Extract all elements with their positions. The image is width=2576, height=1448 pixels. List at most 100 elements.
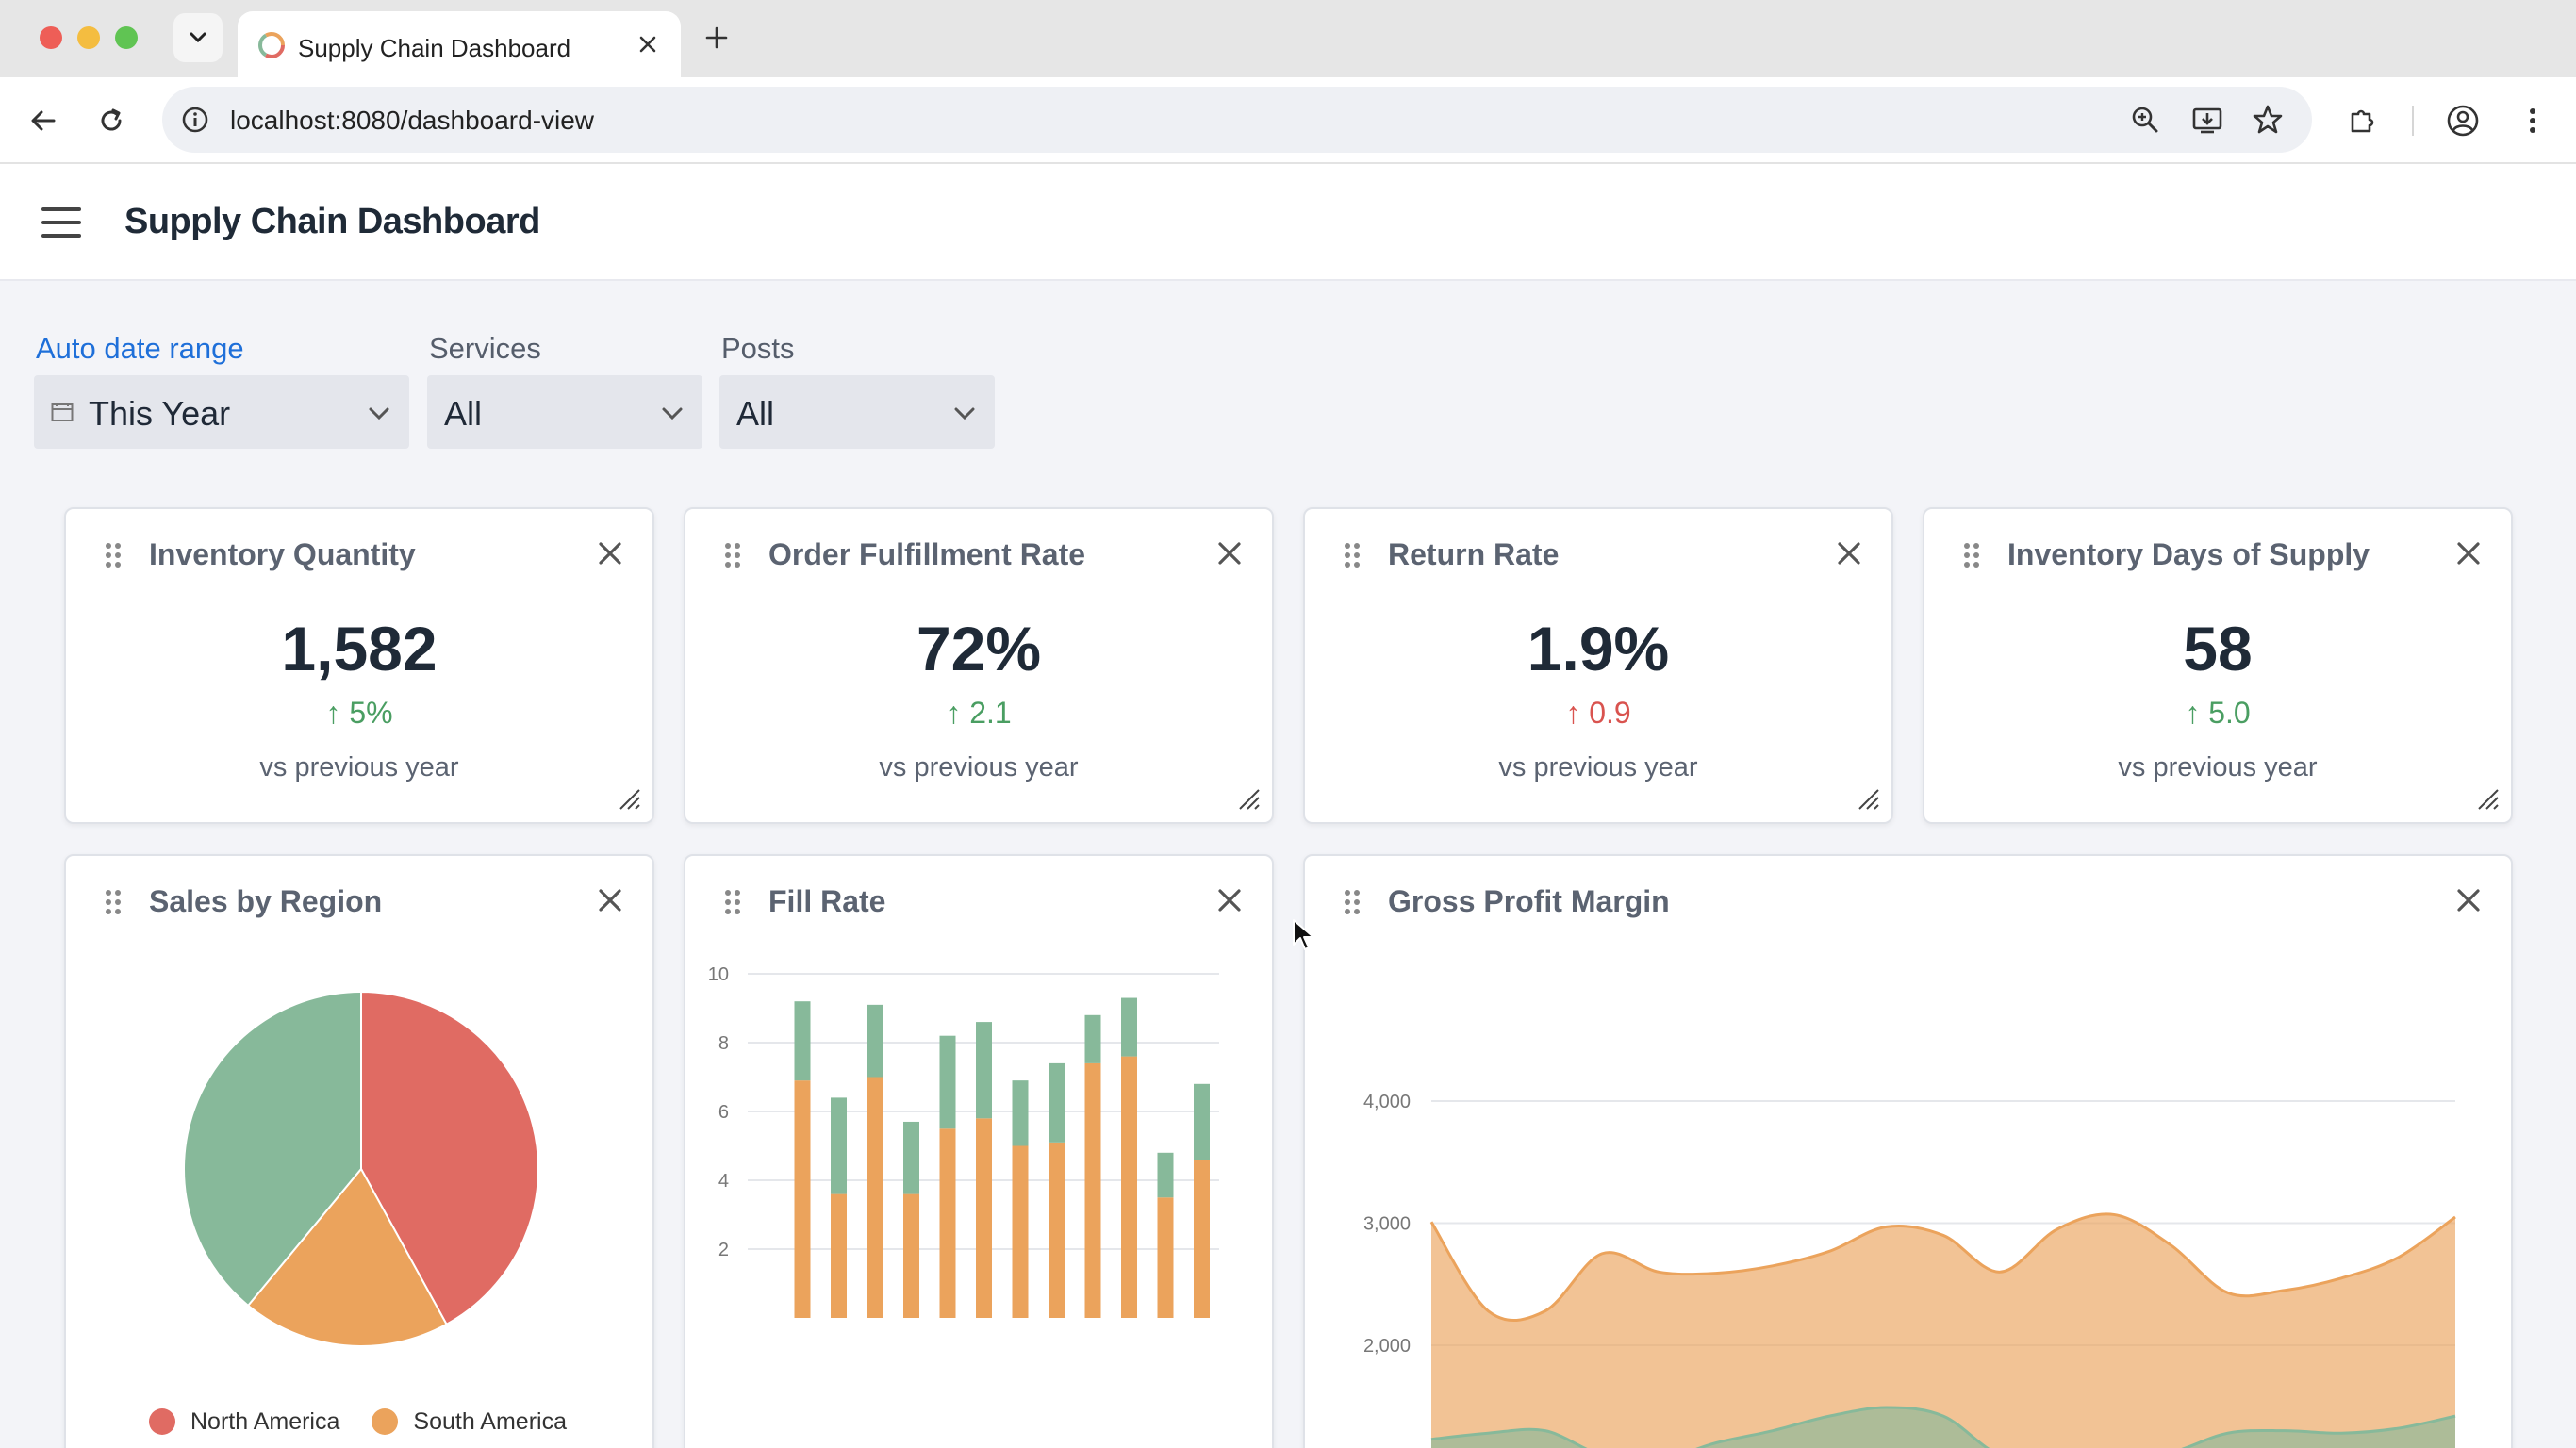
tab-search-button[interactable] [173, 13, 223, 62]
bar-segment-secondary[interactable] [1157, 1152, 1174, 1198]
drag-handle-icon[interactable] [104, 541, 123, 569]
close-card-icon[interactable] [2454, 539, 2483, 568]
bar-segment-primary[interactable] [1194, 1160, 1210, 1318]
menu-toggle-button[interactable] [41, 204, 81, 241]
site-info-button[interactable] [177, 102, 213, 138]
kpi-delta-value: 5% [349, 696, 393, 730]
services-select[interactable]: All [427, 375, 702, 449]
resize-handle-icon[interactable] [2475, 786, 2500, 811]
bar-segment-secondary[interactable] [831, 1097, 847, 1194]
profile-button[interactable] [2440, 98, 2485, 143]
card-title: Order Fulfillment Rate [768, 537, 1086, 571]
bar-segment-secondary[interactable] [1084, 1014, 1101, 1063]
browser-menu-button[interactable] [2510, 98, 2555, 143]
legend-item-north-america[interactable]: North America [149, 1403, 339, 1440]
close-card-icon[interactable] [1215, 539, 1244, 568]
maximize-window-button[interactable] [115, 26, 138, 49]
drag-handle-icon[interactable] [1343, 541, 1362, 569]
bar-segment-primary[interactable] [831, 1193, 847, 1318]
date-range-label: Auto date range [36, 332, 244, 365]
reload-button[interactable] [89, 98, 134, 143]
bar-segment-primary[interactable] [939, 1128, 956, 1318]
kpi-delta: ↑ 5.0 [1924, 696, 2511, 731]
pie-slice-north-america[interactable] [360, 990, 539, 1326]
close-card-icon[interactable] [596, 886, 624, 914]
extensions-button[interactable] [2340, 98, 2386, 143]
bar-segment-secondary[interactable] [1049, 1062, 1065, 1143]
hamburger-icon [41, 207, 81, 211]
pie-slice-south-america[interactable] [246, 1167, 448, 1347]
calendar-icon [51, 403, 74, 421]
bar-segment-primary[interactable] [1121, 1056, 1137, 1318]
close-window-button[interactable] [40, 26, 62, 49]
card-title: Fill Rate [768, 884, 886, 918]
hamburger-line [41, 221, 81, 224]
bar-segment-primary[interactable] [1049, 1142, 1065, 1318]
address-bar[interactable]: localhost:8080/dashboard-view [162, 87, 2312, 153]
back-button[interactable] [21, 98, 66, 143]
legend-item-south-america[interactable]: South America [372, 1403, 567, 1440]
bar-segment-secondary[interactable] [903, 1121, 919, 1194]
drag-handle-icon[interactable] [104, 888, 123, 916]
resize-handle-icon[interactable] [617, 786, 641, 811]
minimize-window-button[interactable] [77, 26, 100, 49]
bar-segment-primary[interactable] [794, 1080, 811, 1318]
tab-close-button[interactable] [632, 28, 664, 60]
bar-segment-primary[interactable] [903, 1193, 919, 1318]
bar-segment-primary[interactable] [867, 1077, 883, 1319]
y-tick-label: 4,000 [1363, 1092, 1411, 1112]
drag-handle-icon[interactable] [1343, 888, 1362, 916]
date-range-select[interactable]: This Year [34, 375, 409, 449]
y-tick-label: 6 [718, 1102, 729, 1123]
url-text: localhost:8080/dashboard-view [230, 106, 595, 135]
posts-select[interactable]: All [719, 375, 995, 449]
tab-title: Supply Chain Dashboard [298, 34, 571, 62]
y-tick-label: 2 [718, 1240, 729, 1260]
bookmark-button[interactable] [2248, 100, 2287, 140]
chevron-down-icon [190, 32, 206, 43]
bar-segment-secondary[interactable] [794, 1001, 811, 1081]
browser-tab-bar: Supply Chain Dashboard [0, 0, 2576, 77]
install-app-button[interactable] [2188, 100, 2227, 140]
bar-segment-primary[interactable] [1157, 1197, 1174, 1318]
bar-segment-primary[interactable] [1084, 1062, 1101, 1318]
new-tab-button[interactable] [696, 17, 737, 58]
drag-handle-icon[interactable] [723, 541, 742, 569]
bar-segment-secondary[interactable] [867, 1004, 883, 1078]
pie-slice-region-3[interactable] [183, 990, 362, 1308]
resize-handle-icon[interactable] [1856, 786, 1880, 811]
y-tick-label: 2,000 [1363, 1336, 1411, 1357]
bar-segment-secondary[interactable] [939, 1035, 956, 1129]
area-line-series-2 [1429, 1212, 2456, 1323]
card-title: Inventory Quantity [149, 537, 416, 571]
browser-tab-active[interactable]: Supply Chain Dashboard [238, 11, 681, 77]
services-value: All [444, 394, 483, 433]
bar-segment-secondary[interactable] [1194, 1083, 1210, 1160]
close-card-icon[interactable] [1215, 886, 1244, 914]
kpi-card-return-rate: Return Rate 1.9% ↑ 0.9 vs previous year [1303, 507, 1893, 824]
zoom-button[interactable] [2125, 100, 2165, 140]
area-fill-series-1[interactable] [1431, 1407, 2455, 1448]
bar-segment-secondary[interactable] [1121, 997, 1137, 1057]
stacked-bar-chart: 10 8 6 4 2 [708, 964, 1219, 1319]
close-icon [639, 36, 656, 53]
drag-handle-icon[interactable] [1962, 541, 1981, 569]
drag-handle-icon[interactable] [723, 888, 742, 916]
bar-segment-primary[interactable] [1012, 1145, 1029, 1319]
bar-segment-secondary[interactable] [976, 1022, 992, 1119]
card-title: Inventory Days of Supply [2007, 537, 2370, 571]
chart-card-sales-by-region: Sales by Region North America South Amer… [64, 854, 654, 1448]
arrow-up-icon: ↑ [1565, 696, 1590, 730]
close-card-icon[interactable] [1835, 539, 1863, 568]
kpi-delta-value: 0.9 [1589, 696, 1631, 730]
bar-segment-secondary[interactable] [1012, 1080, 1029, 1146]
kpi-comparison: vs previous year [2118, 752, 2318, 782]
close-card-icon[interactable] [2454, 886, 2483, 914]
toolbar-separator [2412, 106, 2414, 136]
pie-legend: North America South America [149, 1403, 567, 1440]
area-fill-series-2[interactable] [1431, 1213, 2455, 1448]
close-card-icon[interactable] [596, 539, 624, 568]
bar-segment-primary[interactable] [976, 1118, 992, 1318]
resize-handle-icon[interactable] [1236, 786, 1261, 811]
kpi-delta: ↑ 2.1 [685, 696, 1272, 731]
